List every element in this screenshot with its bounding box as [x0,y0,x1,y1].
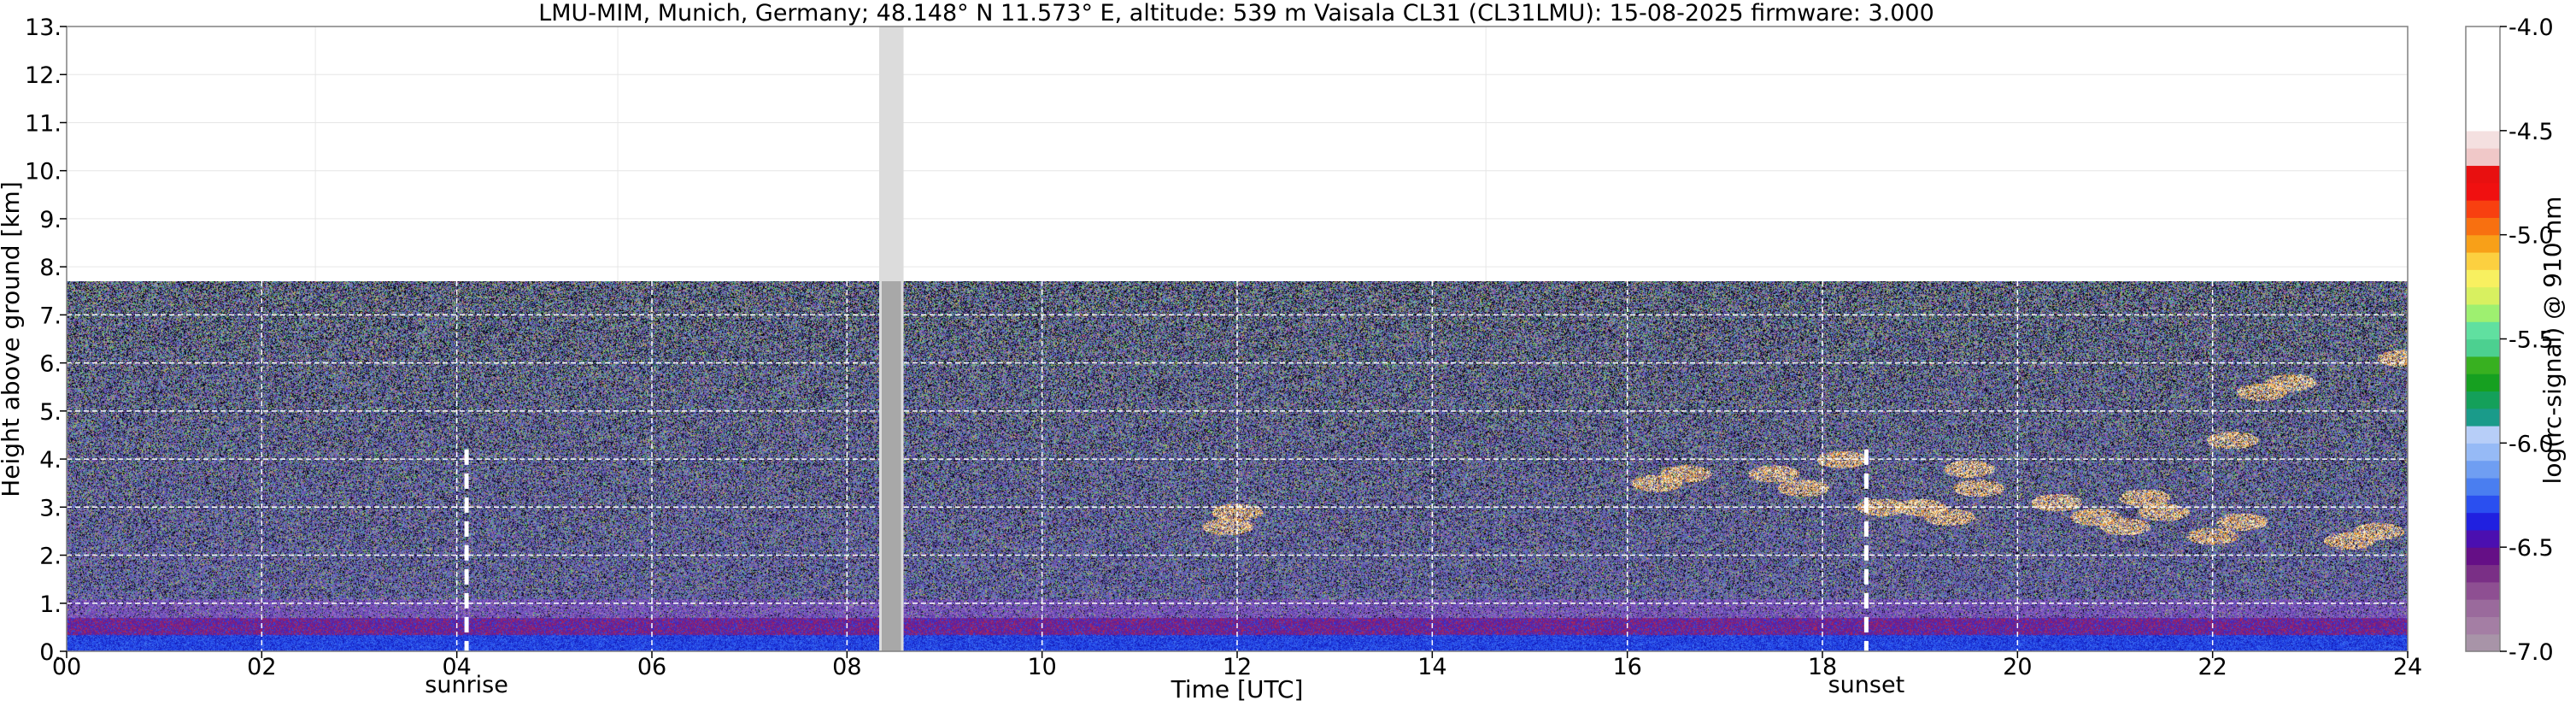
y-axis-ticks: 0. 1. 2. 3. 4. 5. 6. 7. 8. 9. 10. 11. 12. 13. [25,15,67,666]
colorbar-segment [2466,391,2500,409]
y-tick-label: 11. [25,110,62,137]
sun-markers: sunrise sunset [425,449,1905,698]
sunset-label: sunset [1828,672,1905,698]
y-axis-label: Height above ground [km] [0,181,25,497]
colorbar-segment [2466,44,2500,62]
colorbar-segment [2466,78,2500,97]
colorbar-tick-label: -5.0 [2509,223,2554,250]
y-tick-label: 1. [39,591,62,618]
y-tick-label: 0. [39,639,62,666]
colorbar-segment [2466,374,2500,392]
colorbar-segment [2466,251,2500,270]
x-tick-label: 16 [1612,654,1641,680]
x-axis-ticks: 00 02 04 06 08 10 12 14 16 18 20 22 24 [52,651,2422,680]
y-tick-label: 10. [25,159,62,185]
colorbar-segment [2466,234,2500,253]
x-tick-label: 06 [637,654,666,680]
colorbar-segment [2466,182,2500,201]
colorbar-segment [2466,599,2500,617]
colorbar-segment [2466,616,2500,635]
y-tick-label: 2. [39,544,62,570]
y-tick-label: 6. [39,351,62,378]
colorbar-segment [2466,460,2500,479]
colorbar-segment [2466,477,2500,496]
grid-lines [67,26,2408,651]
colorbar-tick-label: -6.5 [2509,535,2554,562]
x-tick-label: 20 [2003,654,2032,680]
colorbar-label: log(rc-signal) @ 910 nm [2538,197,2567,485]
x-tick-label: 22 [2198,654,2227,680]
colorbar-segment [2466,581,2500,600]
x-tick-label: 00 [52,654,81,680]
colorbar-segment [2466,338,2500,357]
y-tick-label: 4. [39,447,62,474]
x-tick-label: 02 [247,654,276,680]
colorbar-tick-label: -7.0 [2509,639,2554,666]
colorbar-segment [2466,61,2500,79]
colorbar-segment [2466,113,2500,132]
colorbar-segment [2466,130,2500,149]
colorbar-segment [2466,269,2500,288]
colorbar-ticks: -4.0 -4.5 -5.0 -5.5 -6.0 -6.5 -7.0 [2500,15,2554,666]
y-tick-label: 7. [39,303,62,329]
x-tick-label: 12 [1223,654,1252,680]
y-tick-label: 12. [25,62,62,89]
colorbar-segment [2466,200,2500,218]
x-tick-label: 14 [1417,654,1446,680]
colorbar-segment [2466,356,2500,374]
y-tick-label: 5. [39,399,62,426]
x-axis-label: Time [UTC] [1171,675,1304,703]
colorbar-segment [2466,217,2500,236]
colorbar [2465,26,2501,652]
sunrise-label: sunrise [425,672,508,698]
colorbar-segment [2466,547,2500,566]
colorbar-segment [2466,408,2500,427]
chart-title: LMU-MIM, Munich, Germany; 48.148° N 11.5… [538,0,1934,26]
x-tick-label: 04 [442,654,471,680]
colorbar-segment [2466,512,2500,531]
x-tick-label: 10 [1027,654,1056,680]
colorbar-tick-label: -4.5 [2509,119,2554,145]
data-gap [879,26,904,651]
x-tick-label: 18 [1808,654,1837,680]
colorbar-segment [2466,26,2500,44]
colorbar-segment [2466,443,2500,462]
colorbar-segment [2466,529,2500,548]
colorbar-segment [2466,96,2500,115]
x-tick-label: 08 [832,654,861,680]
colorbar-tick-label: -4.0 [2509,15,2554,41]
colorbar-segment [2466,426,2500,444]
x-tick-label: 24 [2393,654,2422,680]
colorbar-segment [2466,495,2500,514]
no-data-band-core [882,281,901,651]
colorbar-segment [2466,564,2500,583]
colorbar-segment [2466,303,2500,322]
colorbar-tick-label: -5.5 [2509,327,2554,354]
y-tick-label: 9. [39,207,62,233]
colorbar-tick-label: -6.0 [2509,431,2554,457]
colorbar-segment [2466,286,2500,305]
colorbar-segment [2466,633,2500,652]
colorbar-segment [2466,148,2500,167]
y-tick-label: 3. [39,495,62,521]
colorbar-segment [2466,165,2500,184]
colorbar-segment [2466,321,2500,340]
y-tick-label: 8. [39,255,62,281]
y-tick-label: 13. [25,15,62,41]
